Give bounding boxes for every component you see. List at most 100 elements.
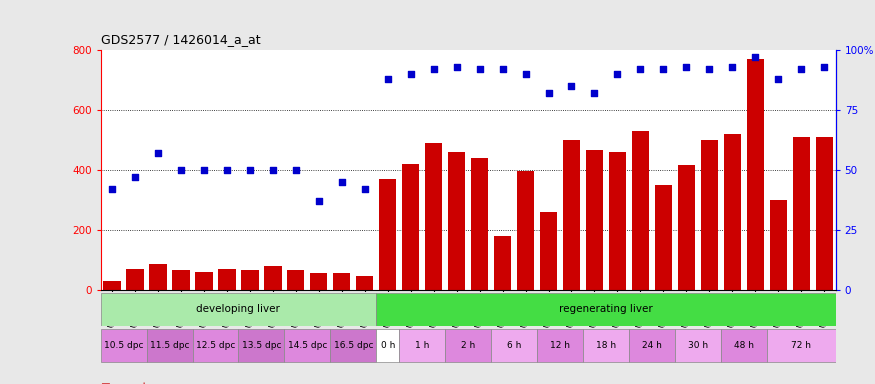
Text: 11.5 dpc: 11.5 dpc (150, 341, 189, 350)
Point (335, 179, 349, 185)
Bar (770, 200, 787, 290)
Text: 6 h: 6 h (507, 341, 522, 350)
Bar (376, 293, 836, 326)
Text: regenerating liver: regenerating liver (559, 304, 653, 314)
Bar (101, 293, 376, 326)
Point (289, 167, 303, 173)
Bar (793, 137, 809, 290)
Point (220, 167, 234, 173)
Point (748, 54, 762, 60)
Bar (629, 329, 675, 362)
Bar (448, 152, 466, 290)
Bar (311, 273, 327, 290)
Point (587, 90, 601, 96)
Point (128, 174, 142, 180)
Bar (399, 329, 445, 362)
Text: 10.5 dpc: 10.5 dpc (104, 341, 144, 350)
Point (473, 66, 487, 72)
Text: 18 h: 18 h (596, 341, 616, 350)
Bar (172, 270, 190, 290)
Text: 1 h: 1 h (415, 341, 430, 350)
Bar (563, 140, 580, 290)
Point (703, 66, 717, 72)
Point (679, 64, 693, 70)
Point (312, 198, 326, 204)
Point (151, 150, 165, 156)
Text: 2 h: 2 h (461, 341, 475, 350)
Bar (356, 276, 374, 290)
Point (794, 66, 808, 72)
Bar (678, 166, 695, 290)
Bar (471, 158, 488, 290)
Point (450, 64, 464, 70)
Point (656, 66, 670, 72)
Bar (425, 143, 442, 290)
Point (403, 71, 417, 77)
Text: 14.5 dpc: 14.5 dpc (288, 341, 327, 350)
Text: 13.5 dpc: 13.5 dpc (242, 341, 281, 350)
Text: GDS2577 / 1426014_a_at: GDS2577 / 1426014_a_at (101, 33, 260, 46)
Point (495, 66, 509, 72)
Bar (379, 179, 396, 290)
Bar (583, 329, 629, 362)
Bar (654, 185, 672, 290)
Bar (746, 59, 764, 290)
Bar (609, 152, 626, 290)
Bar (284, 329, 331, 362)
Bar (127, 269, 144, 290)
Bar (537, 329, 583, 362)
Bar (195, 272, 213, 290)
Bar (331, 329, 376, 362)
Bar (402, 164, 419, 290)
Bar (147, 329, 192, 362)
Bar (150, 265, 166, 290)
Point (771, 76, 785, 82)
Text: 12 h: 12 h (550, 341, 570, 350)
Text: ■  count: ■ count (101, 382, 146, 384)
Point (243, 167, 257, 173)
Point (381, 76, 395, 82)
Text: 24 h: 24 h (642, 341, 662, 350)
Text: 16.5 dpc: 16.5 dpc (333, 341, 373, 350)
Bar (491, 329, 537, 362)
Point (817, 64, 831, 70)
Bar (242, 270, 258, 290)
Bar (816, 137, 833, 290)
Point (358, 186, 372, 192)
Point (427, 66, 441, 72)
Bar (701, 140, 717, 290)
Bar (192, 329, 238, 362)
Bar (101, 329, 147, 362)
Point (266, 167, 280, 173)
Point (519, 71, 533, 77)
Point (634, 66, 648, 72)
Text: 72 h: 72 h (791, 341, 811, 350)
Point (174, 167, 188, 173)
Bar (675, 329, 721, 362)
Text: 0 h: 0 h (381, 341, 395, 350)
Bar (766, 329, 836, 362)
Point (542, 90, 556, 96)
Text: 30 h: 30 h (688, 341, 708, 350)
Text: 48 h: 48 h (734, 341, 753, 350)
Point (564, 83, 578, 89)
Bar (376, 329, 399, 362)
Bar (724, 134, 741, 290)
Text: developing liver: developing liver (197, 304, 280, 314)
Bar (219, 269, 235, 290)
Bar (238, 329, 284, 362)
Point (725, 64, 739, 70)
Bar (721, 329, 766, 362)
Bar (333, 273, 350, 290)
Bar (103, 281, 121, 290)
Bar (540, 212, 557, 290)
Point (197, 167, 211, 173)
Point (105, 186, 119, 192)
Bar (517, 171, 534, 290)
Bar (586, 151, 603, 290)
Bar (287, 270, 304, 290)
Point (611, 71, 625, 77)
Bar (494, 236, 511, 290)
Text: 12.5 dpc: 12.5 dpc (196, 341, 235, 350)
Bar (445, 329, 491, 362)
